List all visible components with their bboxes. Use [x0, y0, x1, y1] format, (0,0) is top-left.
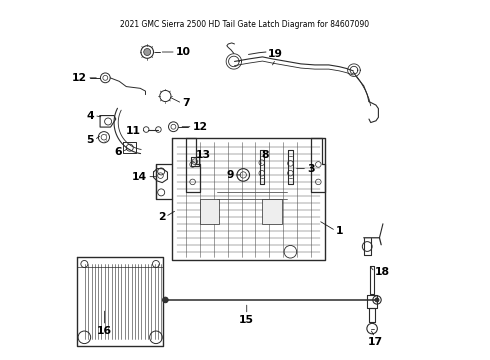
Text: 15: 15: [239, 315, 254, 325]
Text: 8: 8: [262, 150, 270, 160]
Bar: [199, 199, 219, 224]
Text: 19: 19: [268, 49, 283, 59]
Text: 3: 3: [307, 164, 315, 174]
Text: 18: 18: [375, 267, 390, 277]
Text: 16: 16: [97, 326, 112, 336]
Text: 1: 1: [336, 226, 343, 236]
Text: 2021 GMC Sierra 2500 HD Tail Gate Latch Diagram for 84607090: 2021 GMC Sierra 2500 HD Tail Gate Latch …: [121, 19, 369, 28]
Text: 10: 10: [176, 47, 191, 57]
Text: 13: 13: [196, 150, 211, 160]
Circle shape: [163, 297, 168, 303]
Text: 12: 12: [193, 122, 208, 132]
Text: 9: 9: [226, 170, 234, 180]
Text: 5: 5: [87, 135, 94, 145]
Text: 2: 2: [158, 212, 166, 222]
Text: 12: 12: [72, 73, 87, 83]
Text: 6: 6: [115, 147, 122, 157]
Circle shape: [144, 49, 151, 55]
Text: 4: 4: [87, 111, 94, 121]
Circle shape: [375, 298, 379, 302]
Text: 14: 14: [132, 172, 147, 182]
Bar: [263, 199, 282, 224]
Text: 17: 17: [368, 337, 383, 347]
Text: 7: 7: [182, 98, 190, 108]
Text: 11: 11: [126, 126, 141, 136]
